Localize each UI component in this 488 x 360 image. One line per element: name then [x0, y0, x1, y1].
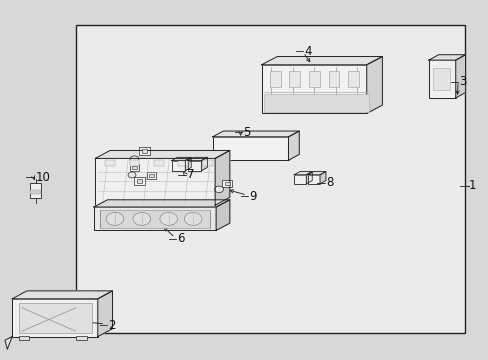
Polygon shape	[187, 157, 207, 161]
Bar	[30, 183, 41, 198]
Polygon shape	[320, 172, 325, 184]
Text: 2: 2	[108, 319, 116, 332]
Bar	[261, 65, 366, 113]
Bar	[178, 160, 188, 166]
Polygon shape	[212, 131, 299, 137]
Bar	[105, 160, 115, 166]
Bar	[187, 161, 201, 171]
Polygon shape	[5, 337, 12, 349]
Bar	[203, 160, 212, 166]
Bar	[30, 190, 41, 194]
Bar	[76, 25, 464, 333]
Bar	[95, 158, 215, 205]
Text: 6: 6	[177, 232, 184, 245]
Polygon shape	[185, 157, 191, 171]
Circle shape	[184, 212, 202, 225]
Polygon shape	[305, 172, 312, 184]
Polygon shape	[455, 55, 465, 98]
Bar	[146, 172, 156, 179]
Bar	[224, 182, 229, 185]
Bar	[19, 336, 29, 340]
Text: 3: 3	[459, 75, 466, 88]
Polygon shape	[95, 150, 229, 158]
Bar	[289, 71, 300, 87]
Bar	[94, 207, 216, 230]
Bar	[154, 160, 163, 166]
Polygon shape	[294, 172, 312, 175]
Bar	[12, 299, 98, 337]
Bar	[129, 160, 139, 166]
Circle shape	[130, 156, 139, 162]
Polygon shape	[261, 57, 382, 65]
Bar	[142, 149, 146, 153]
Polygon shape	[216, 200, 229, 230]
Text: 10: 10	[35, 171, 50, 184]
Bar	[428, 60, 455, 98]
Polygon shape	[366, 57, 382, 113]
Polygon shape	[428, 55, 465, 60]
Bar	[139, 147, 149, 155]
Bar	[132, 166, 137, 169]
Bar	[269, 71, 280, 87]
Polygon shape	[94, 200, 229, 207]
Bar	[171, 161, 185, 171]
Circle shape	[160, 212, 177, 225]
Text: 5: 5	[243, 126, 250, 139]
Text: 9: 9	[249, 190, 256, 203]
Bar	[212, 137, 288, 160]
Text: 1: 1	[468, 179, 475, 192]
Text: 4: 4	[304, 45, 311, 58]
Bar	[264, 94, 368, 112]
Bar	[307, 175, 320, 184]
Bar	[222, 180, 232, 187]
Circle shape	[128, 172, 136, 178]
Bar	[347, 71, 358, 87]
Polygon shape	[201, 157, 207, 171]
Circle shape	[133, 212, 150, 225]
Polygon shape	[307, 172, 325, 175]
Polygon shape	[171, 157, 191, 161]
Polygon shape	[98, 291, 112, 337]
Circle shape	[106, 212, 123, 225]
Text: 8: 8	[325, 176, 333, 189]
Bar	[149, 174, 154, 177]
Circle shape	[214, 186, 223, 193]
Bar	[100, 210, 210, 228]
Bar	[432, 68, 449, 90]
Polygon shape	[215, 150, 229, 205]
Bar	[134, 177, 144, 185]
Bar	[308, 71, 319, 87]
Polygon shape	[12, 291, 112, 299]
Bar	[328, 71, 339, 87]
Bar	[76, 336, 86, 340]
Bar	[19, 303, 92, 333]
Bar	[294, 175, 305, 184]
Text: 7: 7	[187, 168, 194, 181]
Bar	[136, 179, 142, 183]
Polygon shape	[288, 131, 299, 160]
Bar	[129, 164, 139, 171]
